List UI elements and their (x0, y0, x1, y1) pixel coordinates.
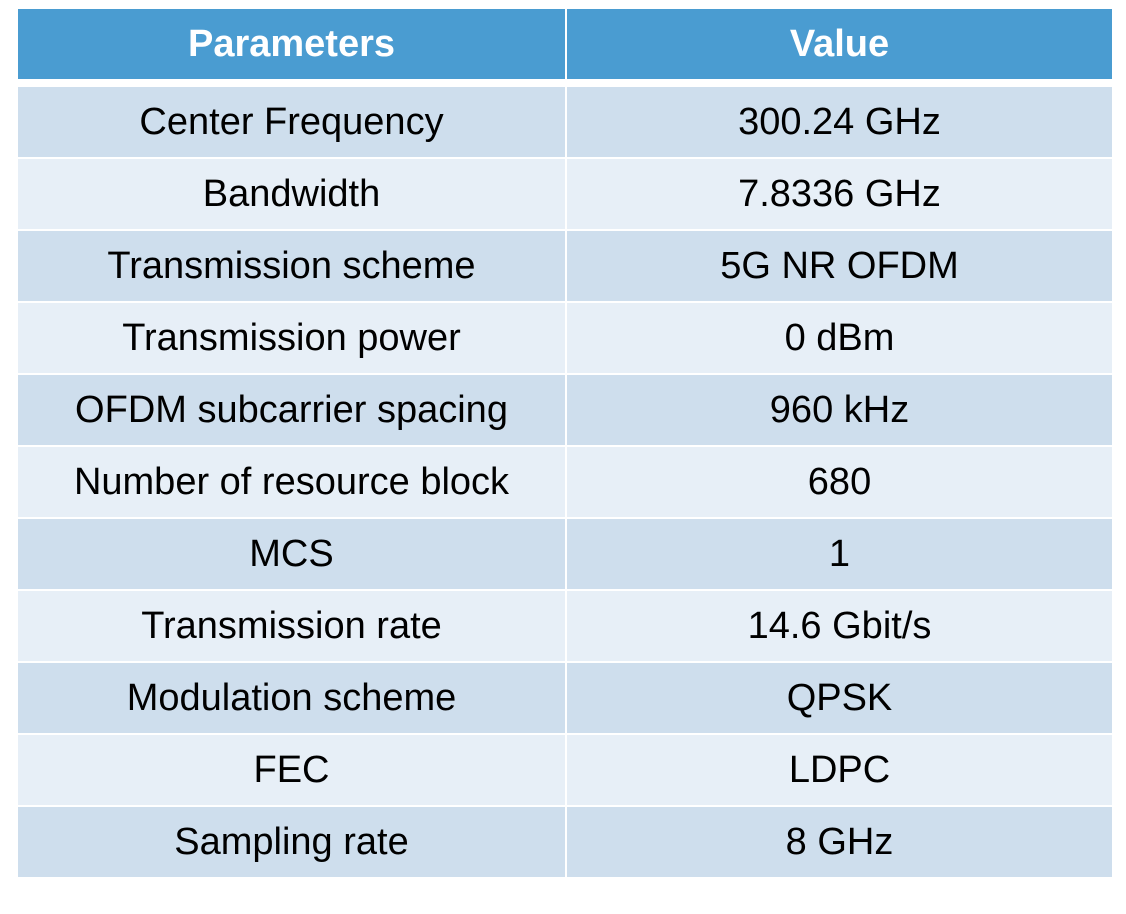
parameters-table: Parameters Value Center Frequency 300.24 … (16, 7, 1114, 879)
parameter-cell: FEC (16, 733, 567, 807)
value-cell: 960 kHz (565, 373, 1114, 447)
parameter-cell: Transmission scheme (16, 229, 567, 303)
table-row: OFDM subcarrier spacing 960 kHz (16, 373, 1114, 447)
parameter-cell: OFDM subcarrier spacing (16, 373, 567, 447)
value-cell: 8 GHz (565, 805, 1114, 879)
table-row: Bandwidth 7.8336 GHz (16, 157, 1114, 231)
table-row: MCS 1 (16, 517, 1114, 591)
table-row: Transmission scheme 5G NR OFDM (16, 229, 1114, 303)
value-cell: 680 (565, 445, 1114, 519)
value-cell: 1 (565, 517, 1114, 591)
parameter-cell: MCS (16, 517, 567, 591)
value-cell: 7.8336 GHz (565, 157, 1114, 231)
value-cell: 14.6 Gbit/s (565, 589, 1114, 663)
parameter-cell: Number of resource block (16, 445, 567, 519)
parameter-cell: Transmission rate (16, 589, 567, 663)
table-row: Transmission rate 14.6 Gbit/s (16, 589, 1114, 663)
table-row: Modulation scheme QPSK (16, 661, 1114, 735)
value-cell: 0 dBm (565, 301, 1114, 375)
table-row: Sampling rate 8 GHz (16, 805, 1114, 879)
table-row: Number of resource block 680 (16, 445, 1114, 519)
value-cell: QPSK (565, 661, 1114, 735)
header-value: Value (565, 7, 1114, 87)
value-cell: LDPC (565, 733, 1114, 807)
parameter-cell: Modulation scheme (16, 661, 567, 735)
parameter-cell: Transmission power (16, 301, 567, 375)
table-row: Center Frequency 300.24 GHz (16, 82, 1114, 159)
table-row: FEC LDPC (16, 733, 1114, 807)
value-cell: 300.24 GHz (565, 82, 1114, 159)
parameter-cell: Sampling rate (16, 805, 567, 879)
parameter-cell: Center Frequency (16, 82, 567, 159)
table-row: Transmission power 0 dBm (16, 301, 1114, 375)
value-cell: 5G NR OFDM (565, 229, 1114, 303)
header-parameters: Parameters (16, 7, 567, 87)
parameter-cell: Bandwidth (16, 157, 567, 231)
header-row: Parameters Value (16, 7, 1114, 87)
